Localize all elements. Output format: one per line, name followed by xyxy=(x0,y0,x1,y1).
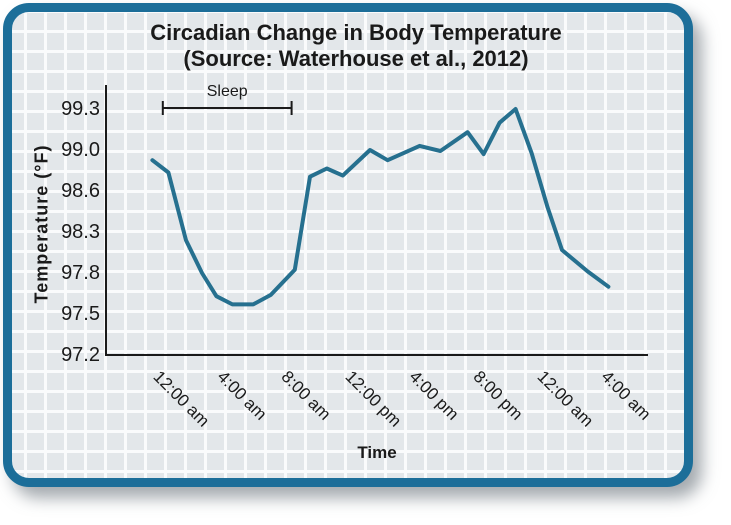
temperature-line xyxy=(150,107,611,307)
chart-card xyxy=(3,3,693,487)
chart-subtitle: (Source: Waterhouse et al., 2012) xyxy=(183,46,529,71)
y-tick-label: 97.8 xyxy=(61,262,100,284)
y-tick-label: 97.5 xyxy=(61,303,100,325)
y-tick-label: 98.3 xyxy=(61,221,100,243)
y-tick-label: 98.6 xyxy=(61,180,100,202)
sleep-bracket xyxy=(161,101,293,115)
y-tick-label: 99.0 xyxy=(61,139,100,161)
chart-title: Circadian Change in Body Temperature xyxy=(150,20,562,45)
x-axis-title: Time xyxy=(357,443,397,462)
y-tick-label: 99.3 xyxy=(61,98,100,120)
sleep-annotation-label: Sleep xyxy=(206,83,248,100)
y-tick-label: 97.2 xyxy=(61,344,100,366)
